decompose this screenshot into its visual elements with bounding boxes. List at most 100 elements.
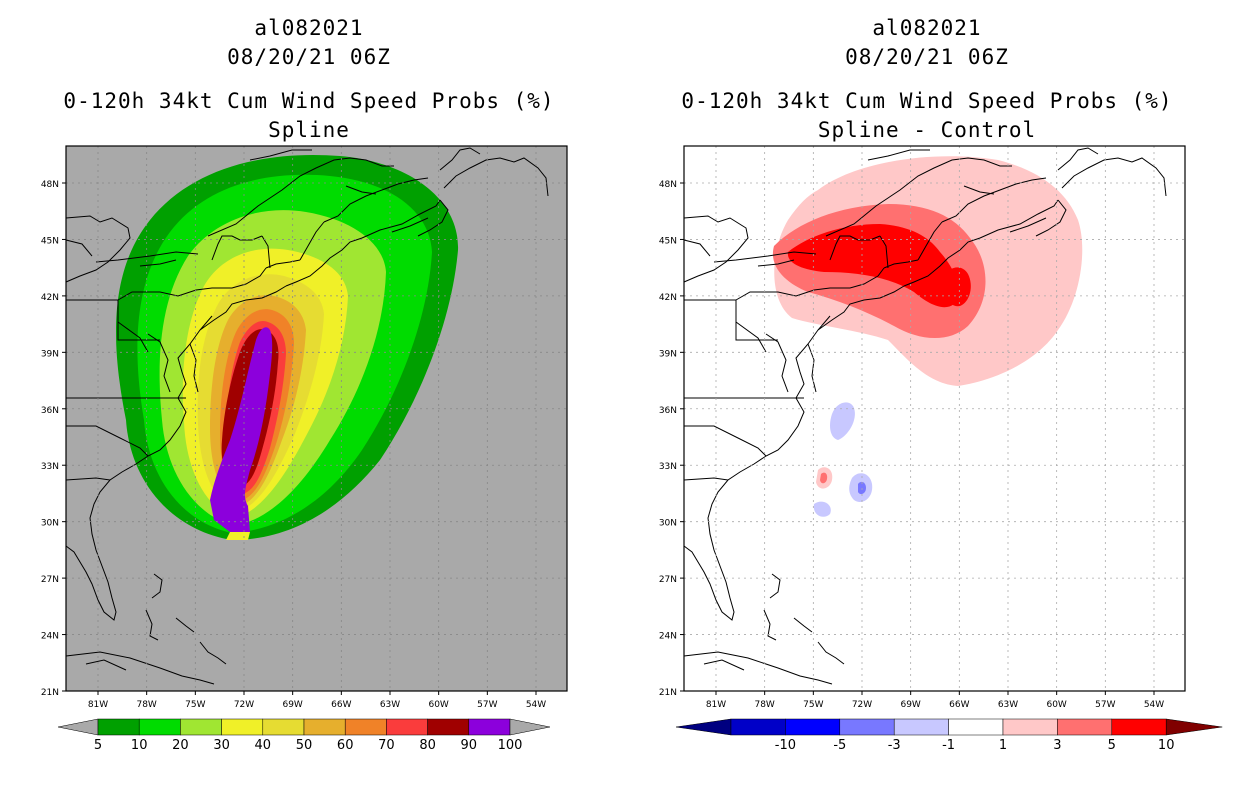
coastline [117,267,267,301]
coastlines [683,147,1167,685]
lon-label: 72W [234,700,254,710]
coastline [735,267,885,301]
coastline [703,659,745,671]
coastline [417,199,449,237]
colorbar-cell [180,718,222,736]
colorbar-label: 3 [1053,738,1061,753]
coastline [883,259,919,269]
lon-label: 72W [852,700,872,710]
coastline [95,251,199,263]
coastline [249,149,312,161]
coastline [1061,157,1167,197]
lon-label: 81W [706,700,726,710]
lon-label: 63W [998,700,1018,710]
coastline [345,185,377,195]
lon-label: 69W [282,700,302,710]
lat-label: 36N [41,406,59,416]
colorbar-cell [839,718,895,736]
lon-label: 60W [428,700,448,710]
difference-map: 48N 45N 42N 39N 36N 33N 30N 27N 24N 21N 81W 78W 75W 7… [659,145,1223,753]
coastline [65,477,111,481]
product-title: 0-120h 34kt Cum Wind Speed Probs (%) [63,89,555,113]
colorbar-cell [427,718,470,736]
lat-label: 42N [41,293,59,303]
lon-label: 66W [331,700,351,710]
coastline [683,215,749,283]
lon-label: 75W [185,700,205,710]
coastline [65,215,131,283]
coastline [65,239,93,257]
coastline [684,299,778,341]
colorbar-cell [138,718,181,736]
spline-map: 48N 45N 42N 39N 36N 33N 30N 27N 24N 21N 81W 78W 75W 7… [41,145,568,753]
lat-label: 48N [41,180,59,190]
map-frame [65,145,568,692]
colorbar-label: 90 [461,738,478,753]
colorbar-label: -10 [775,738,796,753]
colorbar-label: 5 [94,738,102,753]
lat-label: 24N [659,632,677,642]
coastlines [65,147,549,685]
colorbar: 5 10 20 30 40 50 60 70 80 90 100 [57,718,551,753]
coastline [817,641,845,665]
lat-label: 33N [41,462,59,472]
datetime: 08/20/21 06Z [227,45,391,69]
coastline [683,477,729,481]
coastline [684,425,767,457]
colorbar-cell [386,718,428,736]
coastline [66,425,149,457]
lon-label: 57W [1095,700,1115,710]
colorbar-cell [730,718,786,736]
coastline [757,259,795,267]
lon-label: 57W [477,700,497,710]
coastline [735,321,767,353]
colorbar-cell [893,718,949,736]
lat-label: 45N [659,236,677,246]
lat-label: 45N [41,236,59,246]
colorbar-cell [1111,718,1167,736]
coastline [793,617,813,633]
coastline [66,299,160,341]
lon-label: 78W [754,700,774,710]
colorbar-end [57,718,99,736]
subtitle: Spline - Control [817,118,1037,142]
coastline [683,651,833,685]
colorbar-cell [948,718,1004,736]
coastline [763,609,777,641]
coastline [713,251,817,263]
coastline [769,573,781,599]
lat-label: 21N [659,688,677,698]
coastline [85,659,127,671]
coastline [963,185,995,195]
coastline [147,333,171,393]
coastline [1009,217,1047,233]
colorbar-cell [221,718,264,736]
colorbar-cell [97,718,140,736]
colorbar-label: 80 [419,738,436,753]
colorbar-label: 60 [337,738,354,753]
colorbar-label: 10 [1158,738,1175,753]
lon-label: 54W [526,700,546,710]
coastline [829,235,881,261]
negative-difference [813,501,831,517]
positive-difference [820,472,828,484]
lon-label: 60W [1046,700,1066,710]
colorbar-label: 30 [213,738,230,753]
colorbar-label: 1 [999,738,1007,753]
negative-difference [830,402,855,440]
coastline [391,217,429,233]
colorbar-label: 20 [172,738,189,753]
lat-label: 36N [659,406,677,416]
coastline [903,199,1059,287]
colorbar-label: 100 [498,738,523,753]
colorbar-label: 50 [296,738,313,753]
subtitle: Spline [268,118,350,142]
lat-label: 27N [41,575,59,585]
lon-label: 54W [1144,700,1164,710]
lon-label: 78W [136,700,156,710]
difference-field [772,156,1083,517]
coastline [117,321,149,353]
coastline [867,149,930,161]
lon-label: 69W [900,700,920,710]
coastline [825,157,1012,237]
